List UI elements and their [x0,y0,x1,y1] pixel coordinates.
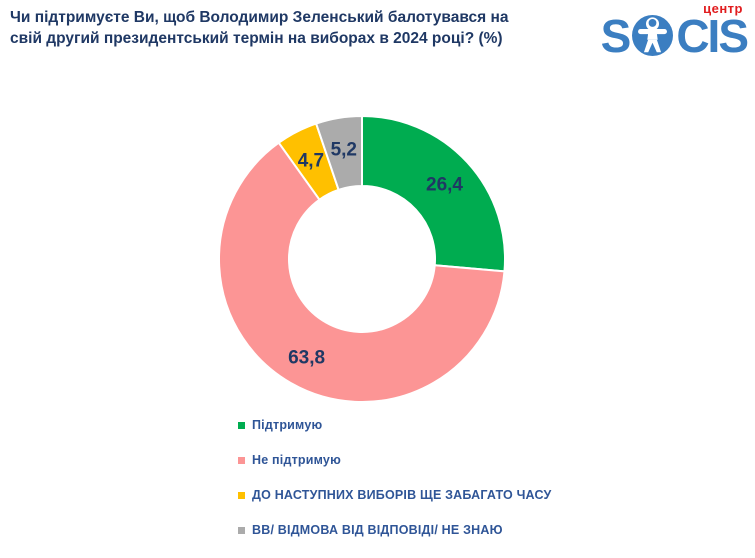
legend-label: Підтримую [252,418,323,432]
logo-wordmark: S CIS [600,9,749,62]
legend-item-2: Не підтримую [238,453,552,467]
slice-value-label-4: 5,2 [331,140,357,161]
slice-value-label-1: 26,4 [426,174,463,195]
donut-chart: 26,4 63,8 4,7 5,2 [218,115,506,403]
legend-swatch-icon [238,421,245,429]
slice-value-label-3: 4,7 [298,150,324,171]
donut-slice-4 [315,115,363,191]
donut-slice-2 [218,141,506,403]
chart-question-title: Чи підтримуєте Ви, щоб Володимир Зеленсь… [10,7,590,49]
vitruvian-person-icon [632,15,674,56]
legend-swatch-icon [238,456,245,464]
logo-letters-cis: CIS [676,9,749,62]
chart-legend: Підтримую Не підтримую ДО НАСТУПНИХ ВИБОРІ… [238,418,552,558]
legend-label: ВВ/ ВІДМОВА ВІД ВІДПОВІДІ/ НЕ ЗНАЮ [252,523,503,537]
question-line-1: Чи підтримуєте Ви, щоб Володимир Зеленсь… [10,9,509,26]
socis-logo: центр S CIS [600,1,749,62]
logo-letter-s: S [600,9,632,62]
legend-swatch-icon [238,526,245,534]
question-line-2: свій другий президентський термін на виб… [10,30,503,47]
legend-item-3: ДО НАСТУПНИХ ВИБОРІВ ЩЕ ЗАБАГАТО ЧАСУ [238,488,552,502]
logo-center-label: центр [703,1,743,16]
legend-swatch-icon [238,491,245,499]
legend-item-4: ВВ/ ВІДМОВА ВІД ВІДПОВІДІ/ НЕ ЗНАЮ [238,523,552,537]
slice-value-label-2: 63,8 [288,347,325,368]
legend-item-1: Підтримую [238,418,552,432]
donut-slice-1 [361,115,506,273]
legend-label: ДО НАСТУПНИХ ВИБОРІВ ЩЕ ЗАБАГАТО ЧАСУ [252,488,552,502]
legend-label: Не підтримую [252,453,341,467]
